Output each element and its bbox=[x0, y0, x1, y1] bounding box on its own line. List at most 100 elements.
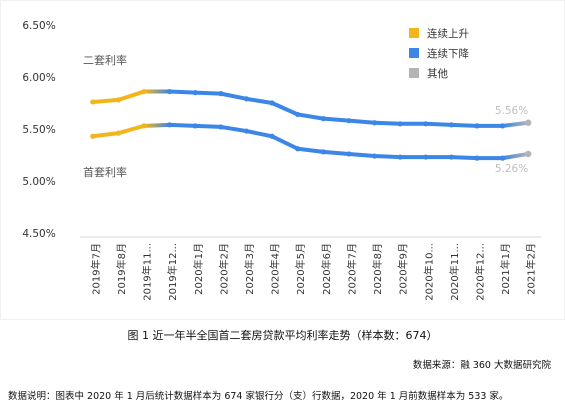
y-tick-label: 5.50% bbox=[22, 124, 55, 136]
data-point bbox=[192, 123, 198, 129]
series-segment bbox=[244, 96, 275, 105]
y-tick-label: 6.50% bbox=[22, 20, 55, 32]
series-label-second-home: 二套利率 bbox=[83, 53, 127, 67]
data-point bbox=[474, 155, 480, 161]
data-point bbox=[397, 121, 403, 127]
data-note: 数据说明：图表中 2020 年 1 月后统计数据样本为 674 家银行分（支）行… bbox=[8, 391, 509, 402]
data-point bbox=[90, 99, 96, 105]
x-tick-label: 2020年2月 bbox=[217, 243, 230, 295]
data-point bbox=[448, 122, 454, 128]
x-tick-label: 2021年2月 bbox=[525, 243, 538, 295]
data-point bbox=[499, 155, 506, 161]
data-point bbox=[192, 90, 198, 96]
data-point bbox=[371, 120, 378, 126]
data-point bbox=[320, 116, 326, 122]
series-segment bbox=[142, 122, 172, 128]
series-segment bbox=[167, 89, 198, 95]
series-segment bbox=[218, 124, 249, 134]
series-segment bbox=[346, 118, 377, 125]
x-tick-label: 2020年5月 bbox=[294, 243, 307, 295]
x-tick-label: 2020年7月 bbox=[345, 243, 358, 295]
end-value-label: 5.26% bbox=[495, 163, 528, 175]
series-segment bbox=[346, 151, 377, 159]
series-segment bbox=[218, 91, 249, 101]
data-point bbox=[295, 111, 301, 118]
series-segment bbox=[193, 123, 223, 129]
series-segment bbox=[321, 149, 351, 156]
x-tick-label: 2019年11... bbox=[141, 243, 154, 301]
end-labels: 5.56% 5.26% bbox=[495, 105, 528, 175]
data-point bbox=[167, 88, 173, 95]
series-segment bbox=[270, 134, 300, 151]
legend-swatch-rise bbox=[409, 28, 419, 38]
chart-frame: 6.50% 6.00% 5.50% 5.00% 4.50% 2019年7月 2019年8月… bbox=[0, 0, 565, 320]
data-point bbox=[524, 119, 532, 126]
series-segment bbox=[372, 120, 403, 126]
data-point bbox=[371, 153, 378, 159]
rate-trend-chart: 6.50% 6.00% 5.50% 5.00% 4.50% 2019年7月 2019年8月… bbox=[22, 20, 541, 301]
x-tick-label: 2020年1月 bbox=[192, 243, 205, 295]
x-tick-label: 2020年12... bbox=[473, 243, 486, 301]
data-point bbox=[218, 124, 224, 130]
data-point bbox=[90, 133, 96, 139]
legend: 连续上升 连续下降 其他 bbox=[409, 27, 469, 80]
x-tick-label: 2019年12... bbox=[166, 243, 179, 301]
series-segment bbox=[244, 129, 275, 139]
end-value-label: 5.56% bbox=[495, 105, 528, 117]
series-layer bbox=[90, 88, 532, 161]
data-point bbox=[397, 154, 403, 160]
series-segment bbox=[321, 116, 351, 123]
data-source: 数据来源：融 360 大数据研究院 bbox=[412, 360, 551, 371]
data-point bbox=[524, 150, 532, 158]
x-tick-label: 2021年1月 bbox=[499, 243, 512, 295]
x-tick-label: 2020年4月 bbox=[269, 243, 282, 295]
series-segment bbox=[449, 155, 479, 161]
data-point bbox=[243, 96, 250, 102]
series-segment bbox=[423, 121, 454, 127]
data-point bbox=[141, 88, 147, 95]
series-segment bbox=[295, 112, 326, 121]
data-point bbox=[269, 133, 275, 139]
data-point bbox=[423, 154, 429, 160]
data-point bbox=[243, 128, 250, 134]
x-tick-label: 2020年8月 bbox=[371, 243, 384, 295]
series-segment bbox=[270, 101, 300, 117]
series-segment bbox=[90, 131, 121, 139]
data-point bbox=[346, 118, 352, 124]
y-tick-label: 6.00% bbox=[22, 72, 55, 84]
legend-label-rise: 连续上升 bbox=[427, 27, 469, 40]
series-segment bbox=[116, 123, 147, 136]
data-point bbox=[474, 123, 480, 129]
series-segment bbox=[193, 90, 223, 96]
series-segment bbox=[500, 120, 531, 128]
series-segment bbox=[500, 151, 531, 161]
x-axis-labels: 2019年7月 2019年8月 2019年11... 2019年12... 2020年1… bbox=[89, 243, 537, 301]
data-point bbox=[448, 154, 454, 160]
y-tick-label: 4.50% bbox=[22, 228, 55, 240]
data-point bbox=[269, 100, 275, 106]
series-segment bbox=[167, 122, 198, 128]
series-segment bbox=[372, 154, 403, 160]
figure-caption: 图 1 近一年半全国首二套房贷款平均利率走势（样本数：674） bbox=[127, 329, 438, 342]
x-tick-label: 2020年11... bbox=[448, 243, 461, 301]
series-label-first-home: 首套利率 bbox=[83, 165, 127, 179]
data-point bbox=[115, 130, 122, 136]
series-segment bbox=[449, 122, 479, 128]
legend-label-fall: 连续下降 bbox=[427, 47, 469, 60]
y-tick-label: 5.00% bbox=[22, 176, 55, 188]
data-point bbox=[499, 123, 506, 129]
y-axis-labels: 6.50% 6.00% 5.50% 5.00% 4.50% bbox=[22, 20, 55, 240]
x-tick-label: 2020年3月 bbox=[243, 243, 256, 295]
data-point bbox=[167, 122, 173, 128]
x-tick-label: 2020年6月 bbox=[320, 243, 333, 295]
legend-label-other: 其他 bbox=[427, 67, 448, 80]
data-point bbox=[141, 123, 147, 129]
x-tick-label: 2020年10... bbox=[422, 243, 435, 301]
data-point bbox=[295, 146, 301, 152]
data-point bbox=[346, 151, 352, 157]
x-tick-label: 2020年9月 bbox=[397, 243, 410, 295]
series-segment bbox=[90, 97, 121, 104]
series-segment bbox=[295, 146, 326, 154]
x-tick-label: 2019年7月 bbox=[89, 243, 102, 295]
